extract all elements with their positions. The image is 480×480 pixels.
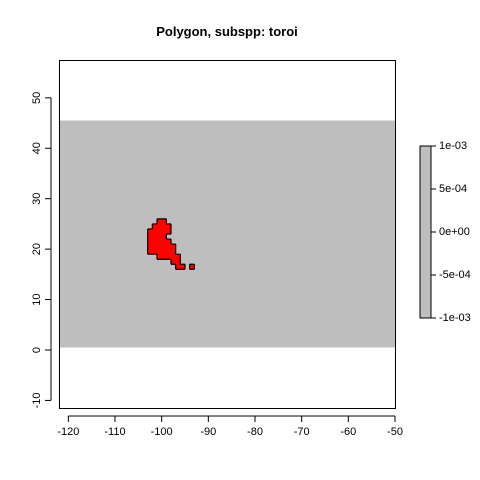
polygon-cell <box>152 239 158 245</box>
polygon-cell <box>171 249 176 255</box>
x-tick-label: -60 <box>340 426 356 438</box>
x-tick-label: -120 <box>57 426 79 438</box>
chart-title: Polygon, subspp: toroi <box>156 24 298 39</box>
x-tick-label: -90 <box>200 426 216 438</box>
legend-tick-label: -5e-04 <box>439 269 471 281</box>
y-tick-label: 0 <box>31 347 43 353</box>
polygon-cell <box>161 223 167 230</box>
polygon-cell <box>147 244 153 250</box>
plot-frame <box>59 60 396 409</box>
polygon-cell <box>166 239 172 245</box>
polygon-cell <box>157 244 162 250</box>
y-tick-label: 20 <box>31 243 43 255</box>
legend-tick-label: 0e+00 <box>439 226 470 238</box>
polygon-cell <box>161 228 167 235</box>
raster-band <box>59 120 395 348</box>
polygon-cell <box>157 249 162 255</box>
polygon-cell <box>157 239 162 245</box>
polygon-layer <box>147 218 195 270</box>
polygon-cell <box>180 264 186 270</box>
polygon-cell <box>166 228 172 235</box>
polygon-cell <box>157 218 162 225</box>
x-tick-label: -80 <box>247 426 263 438</box>
y-tick-label: 40 <box>31 142 43 154</box>
polygon-cell <box>175 254 181 260</box>
polygon-cell <box>147 239 153 245</box>
polygon-cell <box>171 254 176 260</box>
polygon-cell <box>171 244 176 250</box>
polygon-cell <box>152 228 158 235</box>
polygon-cell <box>171 259 176 265</box>
polygon-cell <box>157 234 162 240</box>
polygon-cell <box>152 244 158 250</box>
raster-layer <box>59 120 395 348</box>
legend-tick-label: -1e-03 <box>439 312 471 324</box>
legend-bar <box>419 145 432 319</box>
x-tick-label: -110 <box>104 426 125 438</box>
polygon-cell <box>152 234 158 240</box>
y-axis: -10 0 10 20 30 40 50 <box>31 92 52 408</box>
x-tick-label: -100 <box>151 426 173 438</box>
y-tick-label: 30 <box>31 193 43 205</box>
color-legend: -1e-03 -5e-04 0e+00 5e-04 1e-03 <box>419 140 471 324</box>
polygon-cell <box>175 264 181 270</box>
polygon-cell <box>189 264 195 270</box>
y-tick-label: 10 <box>31 293 43 305</box>
polygon-cell <box>157 228 162 235</box>
y-tick-label: 50 <box>31 92 43 104</box>
legend-tick-label: 1e-03 <box>439 140 467 152</box>
y-tick-label: -10 <box>31 392 43 408</box>
polygon-outline <box>147 218 195 270</box>
x-tick-label: -50 <box>387 426 403 438</box>
polygon-cell <box>152 249 158 255</box>
polygon-cell <box>147 249 153 255</box>
polygon-cell <box>152 223 158 230</box>
polygon-cell <box>157 254 162 260</box>
polygon-cell <box>161 244 167 250</box>
legend-tick-label: 5e-04 <box>439 183 467 195</box>
polygon-cell <box>147 228 153 235</box>
polygon-cell <box>175 259 181 265</box>
polygon-cell <box>166 244 172 250</box>
x-axis: -120 -110 -100 -90 -80 -70 -60 -50 <box>57 415 403 438</box>
polygon-cell <box>161 254 167 260</box>
polygon-cell <box>166 223 172 230</box>
polygon-cell <box>157 223 162 230</box>
polygon-cell <box>161 218 167 225</box>
polygon-cell <box>166 254 172 260</box>
polygon-cell <box>166 249 172 255</box>
polygon-cell <box>161 234 167 240</box>
x-tick-label: -70 <box>294 426 310 438</box>
polygon-cell <box>147 234 153 240</box>
polygon-cell <box>161 239 167 245</box>
polygon-cell <box>161 249 167 255</box>
